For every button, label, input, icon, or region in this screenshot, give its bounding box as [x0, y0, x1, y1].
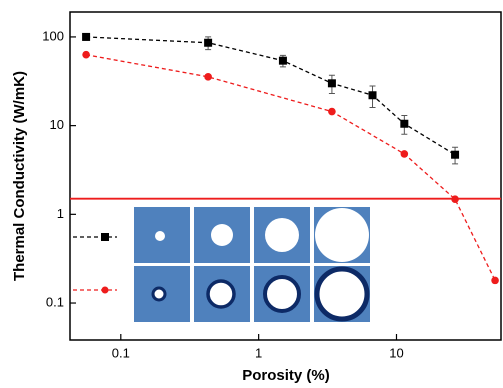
x-tick-label: 10 — [389, 345, 403, 360]
legend-marker — [101, 233, 109, 241]
data-point — [400, 150, 409, 158]
data-point — [204, 38, 213, 47]
y-tick-label: 1 — [57, 206, 64, 221]
y-axis-title: Thermal Conductivity (W/mK) — [11, 71, 28, 281]
data-point — [368, 91, 377, 100]
x-tick-label: 0.1 — [112, 345, 130, 360]
data-point — [82, 32, 91, 41]
data-point — [204, 73, 212, 81]
data-point — [328, 107, 336, 116]
y-tick-label: 10 — [50, 117, 64, 132]
data-point — [278, 56, 287, 65]
legend-marker — [101, 286, 109, 294]
inset — [73, 207, 370, 322]
data-point — [400, 119, 409, 128]
x-tick-label: 1 — [255, 345, 262, 360]
data-point — [327, 79, 336, 88]
plot-frame — [69, 11, 502, 341]
coated-pores — [151, 266, 370, 322]
y-tick-label: 100 — [42, 28, 64, 43]
data-point — [451, 150, 460, 159]
y-tick-label: 0.1 — [46, 294, 64, 309]
pores — [155, 208, 369, 262]
data-point — [491, 276, 499, 285]
x-axis-title: Porosity (%) — [242, 367, 330, 384]
data-point — [451, 195, 459, 204]
data-point — [82, 50, 90, 59]
fit-line — [86, 36, 456, 156]
fit-line — [85, 54, 496, 281]
